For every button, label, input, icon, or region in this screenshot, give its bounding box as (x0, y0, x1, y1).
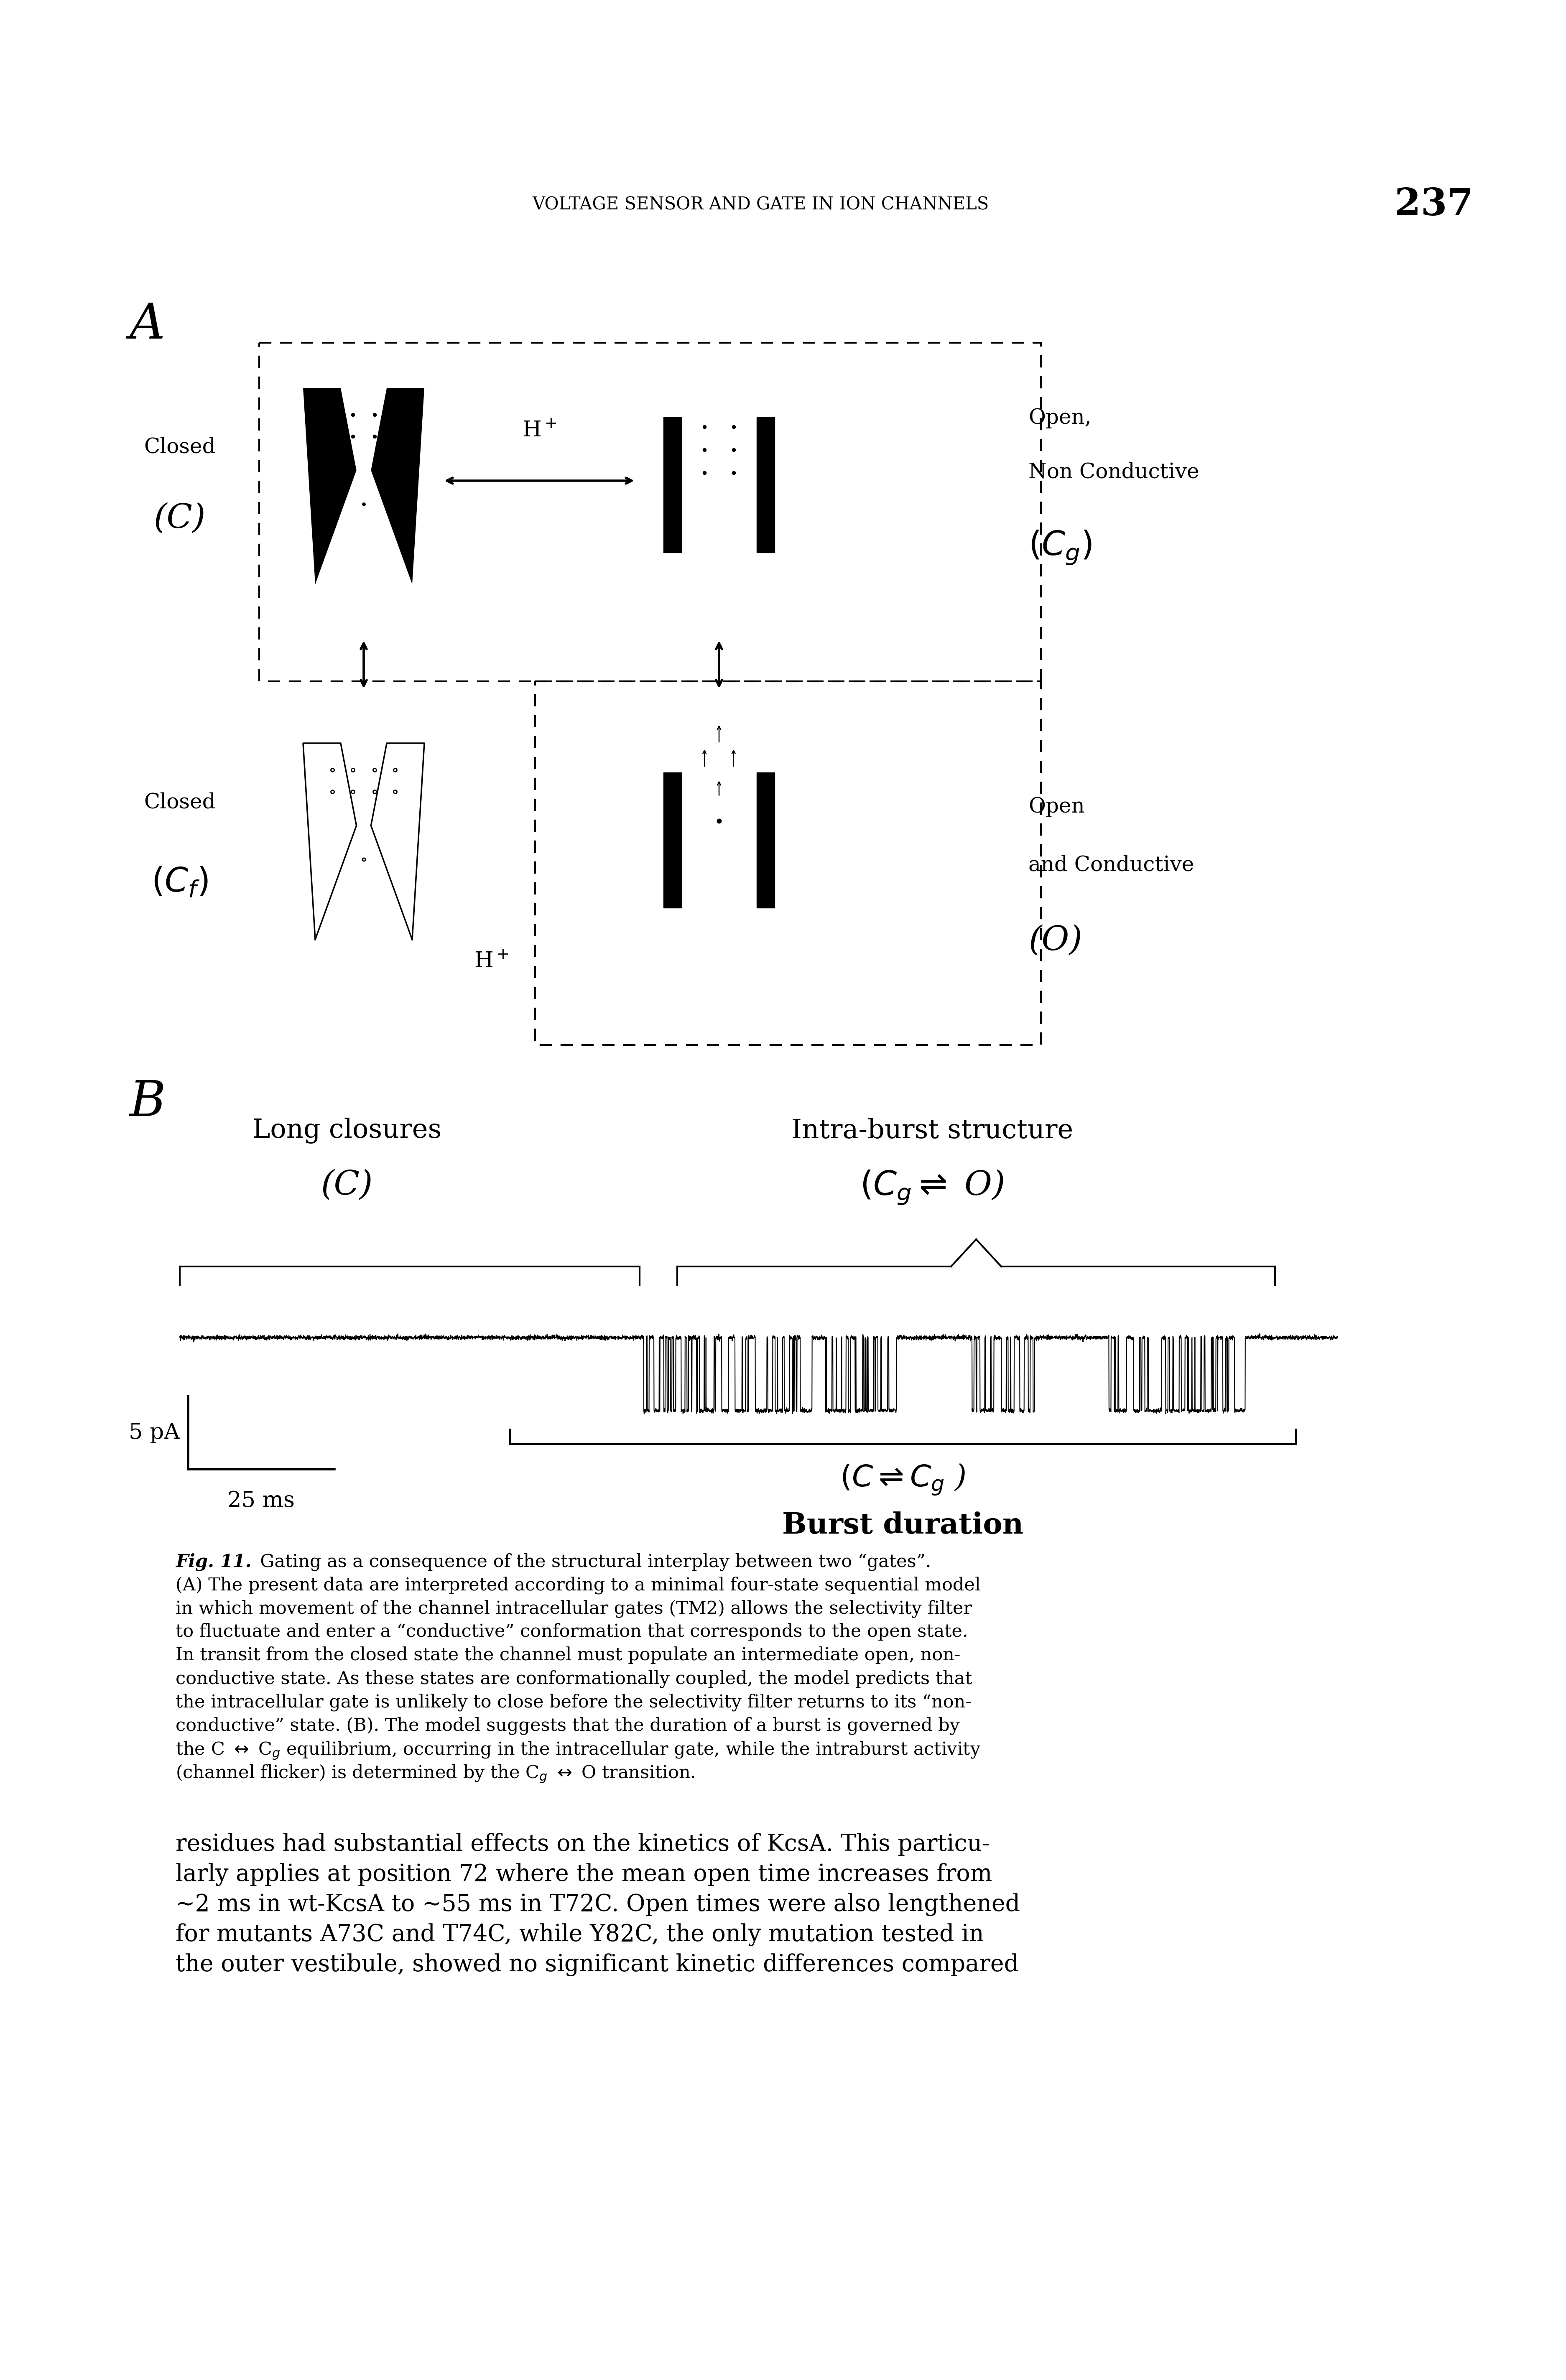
Bar (664, 416, 681, 552)
Text: Closed: Closed (144, 793, 216, 814)
Text: the C $\leftrightarrow$ C$_g$ equilibrium, occurring in the intracellular gate, : the C $\leftrightarrow$ C$_g$ equilibriu… (175, 1740, 980, 1761)
Text: 25 ms: 25 ms (227, 1490, 294, 1511)
Text: (channel flicker) is determined by the C$_g$ $\leftrightarrow$ O transition.: (channel flicker) is determined by the C… (175, 1764, 695, 1785)
Text: Open,: Open, (1029, 407, 1092, 428)
Text: Gating as a consequence of the structural interplay between two “gates”.: Gating as a consequence of the structura… (249, 1552, 932, 1571)
Text: 5 pA: 5 pA (128, 1421, 180, 1442)
Text: the intracellular gate is unlikely to close before the selectivity filter return: the intracellular gate is unlikely to cl… (175, 1692, 971, 1711)
Text: VOLTAGE SENSOR AND GATE IN ION CHANNELS: VOLTAGE SENSOR AND GATE IN ION CHANNELS (532, 195, 990, 214)
Text: (O): (O) (1029, 923, 1082, 957)
Polygon shape (371, 743, 424, 940)
Text: A: A (130, 300, 166, 350)
Text: conductive” state. (B). The model suggests that the duration of a burst is gover: conductive” state. (B). The model sugges… (175, 1716, 960, 1735)
Polygon shape (371, 388, 424, 583)
Bar (536, 681, 1041, 1045)
Bar (260, 343, 1041, 681)
Text: 237: 237 (1395, 186, 1474, 224)
Polygon shape (304, 388, 357, 583)
Text: In transit from the closed state the channel must populate an intermediate open,: In transit from the closed state the cha… (175, 1647, 960, 1664)
Text: H$^+$: H$^+$ (521, 419, 556, 440)
Text: in which movement of the channel intracellular gates (TM2) allows the selectivit: in which movement of the channel intrace… (175, 1599, 972, 1618)
Text: (C): (C) (321, 1169, 373, 1202)
Text: Long closures: Long closures (252, 1119, 442, 1145)
Bar (756, 771, 775, 909)
Text: H$^+$: H$^+$ (474, 950, 509, 971)
Polygon shape (304, 743, 357, 940)
Text: conductive state. As these states are conformationally coupled, the model predic: conductive state. As these states are co… (175, 1671, 972, 1687)
Text: and Conductive: and Conductive (1029, 854, 1195, 876)
Bar (664, 771, 681, 909)
Text: for mutants A73C and T74C, while Y82C, the only mutation tested in: for mutants A73C and T74C, while Y82C, t… (175, 1923, 983, 1947)
Text: Open: Open (1029, 797, 1085, 816)
Text: larly applies at position 72 where the mean open time increases from: larly applies at position 72 where the m… (175, 1864, 993, 1885)
Bar (756, 416, 775, 552)
Text: the outer vestibule, showed no significant kinetic differences compared: the outer vestibule, showed no significa… (175, 1954, 1019, 1975)
Text: $(C \rightleftharpoons C_g$ ): $(C \rightleftharpoons C_g$ ) (839, 1461, 966, 1497)
Text: residues had substantial effects on the kinetics of KcsA. This particu-: residues had substantial effects on the … (175, 1833, 990, 1856)
Text: $(C_f)$: $(C_f)$ (152, 866, 208, 897)
Text: $(C_g)$: $(C_g)$ (1029, 528, 1092, 566)
Text: Intra-burst structure: Intra-burst structure (791, 1119, 1073, 1142)
Text: Non Conductive: Non Conductive (1029, 462, 1200, 483)
Text: Closed: Closed (144, 438, 216, 457)
Text: (A) The present data are interpreted according to a minimal four-state sequentia: (A) The present data are interpreted acc… (175, 1576, 980, 1595)
Text: to fluctuate and enter a “conductive” conformation that corresponds to the open : to fluctuate and enter a “conductive” co… (175, 1623, 968, 1640)
Text: Fig. 11.: Fig. 11. (175, 1552, 252, 1571)
Text: (C): (C) (153, 502, 205, 536)
Text: ∼2 ms in wt-KcsA to ∼55 ms in T72C. Open times were also lengthened: ∼2 ms in wt-KcsA to ∼55 ms in T72C. Open… (175, 1892, 1019, 1916)
Text: $(C_g \rightleftharpoons$ O): $(C_g \rightleftharpoons$ O) (860, 1169, 1004, 1207)
Text: Burst duration: Burst duration (783, 1511, 1024, 1540)
Text: B: B (130, 1078, 166, 1126)
